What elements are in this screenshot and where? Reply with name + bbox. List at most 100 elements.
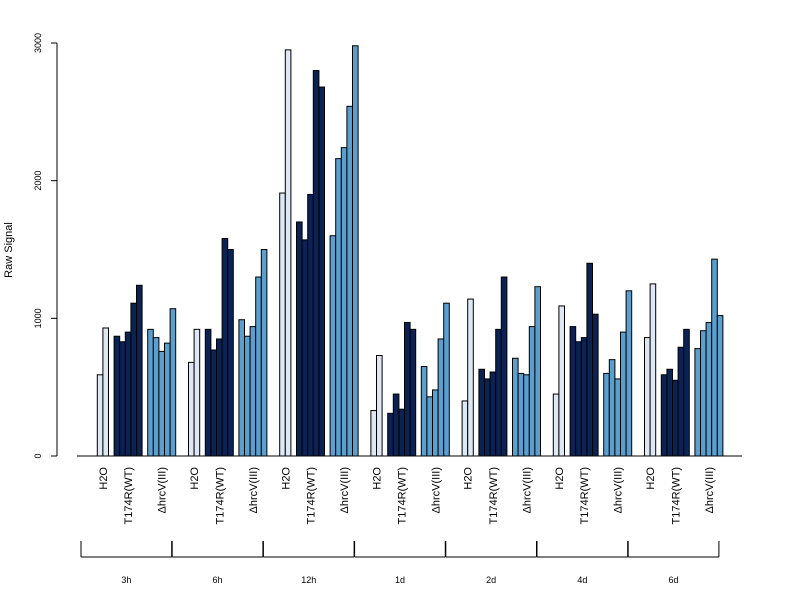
treatment-label: H2O [372,467,384,490]
y-axis: 0 1000 2000 3000 [33,33,58,459]
bar [495,328,502,457]
bar [404,321,411,457]
bar [625,290,633,457]
bar [700,330,707,457]
bar [96,374,104,457]
bars-group [96,45,724,457]
bar [244,335,251,457]
bar [614,378,622,457]
treatment-label: H2O [463,467,475,490]
bar [409,328,417,457]
treatment-label: T174R(WT) [306,467,318,524]
x-tick-labels: H2O T174R(WT) ΔhrcV(III) H2O T174R(WT) ΔhrcV(… [98,467,716,525]
time-point-label: 6d [669,575,679,585]
bar [528,326,536,457]
bar [307,193,314,457]
bar [204,328,212,457]
y-tick-label: 2000 [33,171,43,191]
bar [512,357,519,457]
treatment-label: ΔhrcV(III) [339,467,351,513]
treatment-label: T174R(WT) [670,467,682,524]
time-point-brackets: 3h 6h 12h 1d 2d 4d 6d [80,541,720,585]
bar [284,49,292,457]
bar [467,298,474,457]
bar [575,341,582,457]
bar [489,371,497,457]
bar [312,70,320,457]
bar [705,321,713,457]
bar [558,305,566,457]
bar [216,338,223,457]
y-axis-label: Raw Signal [3,222,15,278]
bar [102,327,110,457]
bar [152,337,160,457]
treatment-label: H2O [280,467,292,490]
bar [461,400,469,457]
bar [193,328,201,457]
bar [620,331,627,457]
bar [672,379,679,457]
treatment-label: ΔhrcV(III) [704,467,716,513]
treatment-label: H2O [645,467,657,490]
bar [694,348,702,457]
bar [255,276,262,457]
bar [260,249,268,457]
treatment-label: ΔhrcV(III) [613,467,625,513]
bar [376,355,383,457]
treatment-label: ΔhrcV(III) [248,467,260,513]
bar [158,350,165,457]
treatment-label: T174R(WT) [579,467,591,524]
bar [426,396,433,457]
bar [517,372,525,457]
y-tick-label: 0 [33,453,43,458]
time-point-label: 6h [213,575,223,585]
treatment-label: ΔhrcV(III) [157,467,169,513]
bar [432,389,439,457]
treatment-label: T174R(WT) [214,467,226,524]
bar [119,341,126,457]
bar [649,283,657,457]
bar [603,372,610,457]
time-point-label: 2d [486,575,496,585]
bar [552,393,560,457]
treatment-label: ΔhrcV(III) [430,467,442,513]
bar [420,366,428,457]
bar [677,346,685,457]
bar [301,239,309,457]
bar [683,328,690,457]
bar [711,258,718,457]
bar [666,368,674,457]
treatment-label: H2O [98,467,110,490]
bar [113,335,121,457]
treatment-label: T174R(WT) [488,467,500,524]
time-point-label: 1d [395,575,405,585]
time-point-label: 12h [301,575,316,585]
bar [346,105,353,457]
bar [534,286,542,457]
bar [188,361,195,457]
bar [221,237,229,457]
bar [660,374,668,457]
bar [644,337,651,457]
time-point-label: 3h [121,575,131,585]
bar [478,368,485,457]
treatment-label: T174R(WT) [397,467,409,524]
bar [580,337,588,457]
bar [318,86,325,457]
bar [210,349,217,457]
treatment-label: H2O [554,467,566,490]
bar [370,410,377,457]
bar [279,192,286,457]
bar [716,315,724,457]
bar [164,342,171,457]
bar [296,221,303,457]
bar [329,235,337,457]
bar [130,302,137,457]
bar [437,338,445,457]
bar [147,328,154,457]
bar [136,284,143,457]
bar [592,313,599,457]
bar [569,326,577,457]
bar [586,262,594,457]
